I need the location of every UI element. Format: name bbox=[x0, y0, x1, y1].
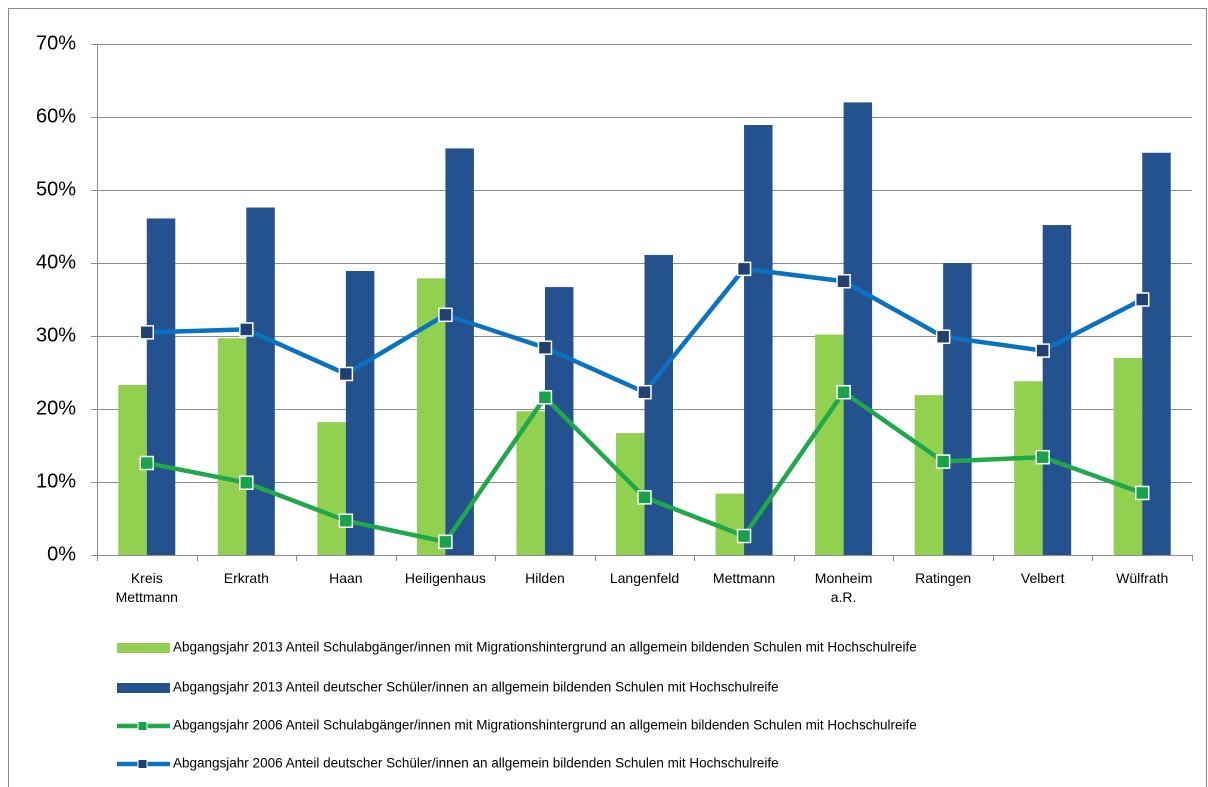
y-tick-label: 10% bbox=[36, 470, 76, 492]
marker bbox=[239, 322, 254, 337]
bar bbox=[1113, 357, 1143, 555]
marker bbox=[935, 329, 951, 344]
marker bbox=[338, 513, 354, 528]
legend-swatch bbox=[117, 643, 170, 653]
marker bbox=[139, 455, 155, 471]
x-tick-label: Velbert bbox=[1020, 570, 1065, 586]
y-tick-label: 70% bbox=[36, 32, 76, 54]
y-tick-label: 0% bbox=[47, 543, 76, 565]
bar bbox=[914, 395, 944, 555]
marker bbox=[1134, 485, 1150, 501]
bar bbox=[1042, 225, 1072, 556]
bar bbox=[815, 334, 844, 555]
bar bbox=[146, 218, 176, 555]
legend-marker bbox=[137, 721, 148, 731]
x-tick-label: Kreis Mettmann bbox=[115, 570, 178, 605]
bar bbox=[843, 102, 873, 556]
marker bbox=[139, 325, 155, 340]
marker bbox=[736, 528, 752, 544]
x-tick-label: Langenfeld bbox=[609, 570, 680, 586]
x-tick-label: Hilden bbox=[525, 570, 565, 586]
marker bbox=[836, 274, 851, 289]
chart-frame bbox=[8, 8, 1207, 787]
legend-label: Abgangsjahr 2013 Anteil Schulabgänger/in… bbox=[173, 640, 917, 655]
bar bbox=[246, 207, 275, 555]
y-tick-label: 40% bbox=[36, 251, 76, 273]
bar bbox=[217, 338, 247, 555]
legend-marker bbox=[137, 759, 148, 769]
bar bbox=[744, 125, 773, 555]
marker bbox=[438, 307, 453, 323]
bar bbox=[1014, 381, 1043, 555]
bar bbox=[715, 493, 745, 555]
marker bbox=[338, 366, 354, 382]
marker bbox=[637, 384, 652, 400]
bar bbox=[345, 271, 375, 555]
x-tick-label: Mettmann bbox=[712, 570, 776, 586]
bar bbox=[445, 148, 474, 555]
marker bbox=[1035, 449, 1050, 465]
bar bbox=[943, 263, 972, 555]
legend-label: Abgangsjahr 2006 Anteil Schulabgänger/in… bbox=[173, 718, 917, 733]
marker bbox=[1134, 292, 1150, 307]
y-tick-label: 30% bbox=[36, 324, 76, 346]
marker bbox=[736, 261, 752, 277]
marker bbox=[537, 390, 553, 405]
x-tick-label: Haan bbox=[329, 570, 363, 586]
marker bbox=[1035, 343, 1050, 358]
legend-swatch bbox=[117, 683, 170, 693]
x-tick-label: Wülfrath bbox=[1116, 570, 1169, 586]
y-tick-label: 20% bbox=[36, 397, 76, 419]
marker bbox=[537, 340, 553, 355]
marker bbox=[239, 475, 254, 490]
x-tick-label: Heiligenhaus bbox=[404, 570, 486, 586]
x-tick-label: Erkrath bbox=[223, 570, 269, 586]
x-tick-label: Monheim a.R. bbox=[814, 570, 873, 605]
marker bbox=[637, 490, 652, 505]
bar bbox=[644, 254, 673, 555]
y-tick-label: 60% bbox=[36, 105, 76, 127]
marker bbox=[935, 454, 951, 469]
legend-label: Abgangsjahr 2013 Anteil deutscher Schüle… bbox=[173, 680, 779, 695]
bar bbox=[317, 422, 346, 555]
marker bbox=[438, 534, 453, 550]
marker bbox=[836, 384, 851, 400]
legend-label: Abgangsjahr 2006 Anteil deutscher Schüle… bbox=[173, 756, 779, 771]
y-tick-label: 50% bbox=[36, 178, 76, 200]
x-tick-label: Ratingen bbox=[915, 570, 972, 586]
